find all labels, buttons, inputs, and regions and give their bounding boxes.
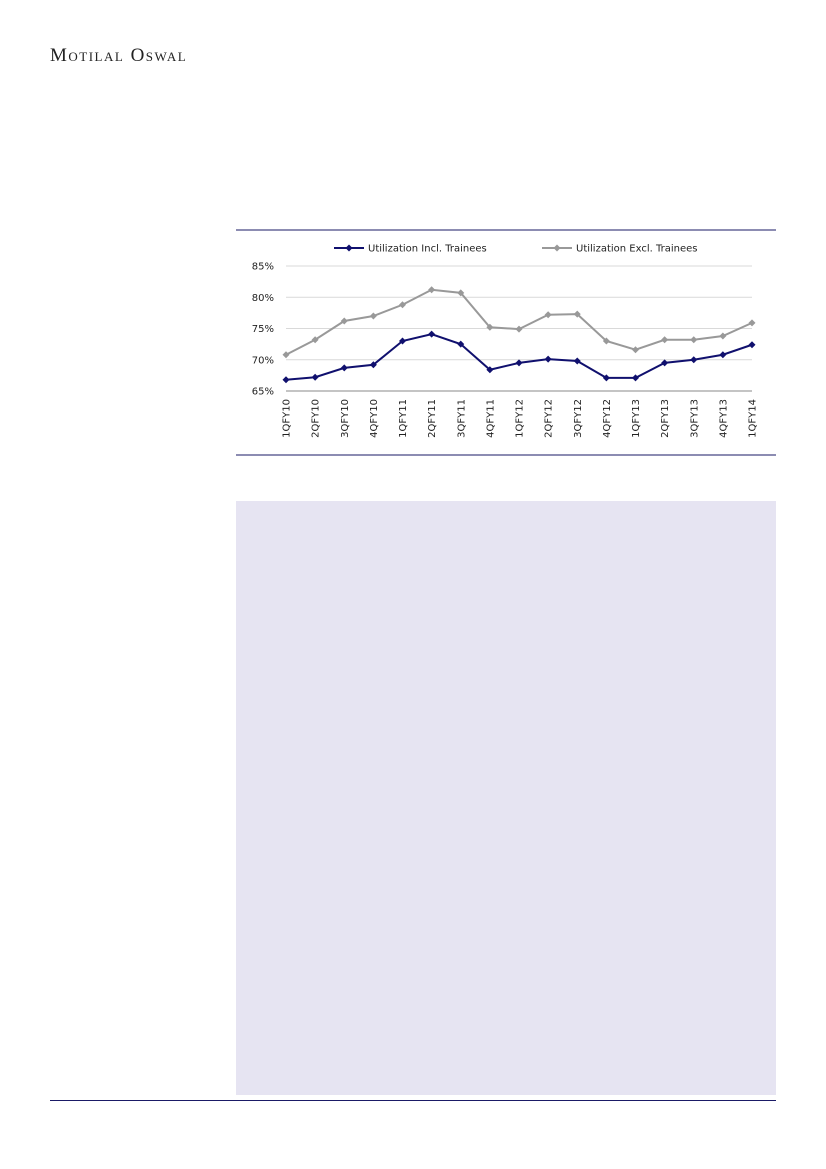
data-point: [486, 323, 494, 331]
y-tick-label: 85%: [252, 262, 274, 273]
data-point: [632, 374, 639, 382]
data-point: [573, 357, 581, 365]
y-tick-label: 70%: [252, 355, 274, 366]
legend-item: Utilization Excl. Trainees: [542, 244, 698, 255]
x-tick-label: 4QFY13: [718, 399, 729, 438]
data-point: [486, 366, 494, 374]
data-point: [282, 351, 290, 359]
data-point: [428, 330, 436, 338]
x-tick-label: 1QFY13: [631, 399, 642, 438]
data-point: [719, 332, 727, 340]
data-point: [515, 359, 523, 367]
data-point: [399, 301, 406, 309]
y-tick-label: 65%: [252, 387, 274, 398]
legend-marker: [345, 244, 353, 252]
data-point: [573, 310, 581, 318]
data-point: [661, 336, 669, 344]
x-tick-label: 2QFY10: [311, 399, 322, 438]
x-tick-label: 1QFY11: [398, 399, 409, 438]
data-point: [661, 359, 669, 367]
x-tick-label: 3QFY10: [340, 399, 351, 438]
data-point: [544, 311, 552, 319]
data-point: [311, 373, 319, 381]
data-point: [399, 337, 406, 345]
data-point: [282, 376, 290, 384]
data-point: [428, 286, 436, 294]
data-point: [515, 325, 523, 333]
x-tick-label: 1QFY12: [515, 399, 526, 438]
x-tick-label: 2QFY12: [544, 399, 555, 438]
x-tick-label: 1QFY14: [748, 399, 759, 438]
x-tick-label: 3QFY13: [689, 399, 700, 438]
x-tick-label: 3QFY11: [456, 399, 467, 438]
legend-item: Utilization Incl. Trainees: [334, 244, 487, 255]
data-point: [748, 319, 756, 327]
data-point: [340, 364, 348, 372]
x-tick-label: 4QFY12: [602, 399, 613, 438]
y-tick-label: 75%: [252, 324, 274, 335]
data-point: [369, 312, 377, 320]
data-point: [544, 355, 552, 363]
x-tick-label: 4QFY11: [485, 399, 496, 438]
data-point: [602, 374, 610, 382]
data-point: [690, 336, 698, 344]
data-point: [602, 337, 610, 345]
legend-label: Utilization Excl. Trainees: [576, 244, 698, 255]
data-point: [748, 341, 756, 349]
data-point: [690, 356, 698, 364]
series-line: [285, 288, 753, 356]
y-tick-label: 80%: [252, 293, 274, 304]
data-point: [340, 317, 348, 325]
shaded-panel: [236, 501, 776, 1095]
x-tick-label: 4QFY10: [369, 399, 380, 438]
legend-marker: [553, 244, 561, 252]
brand: Motilal Oswal: [50, 45, 188, 66]
chart: 65% 70% 75% 80% 85% 1QFY10 2QFY10 3QFY10 4QFY10 1…: [236, 229, 776, 456]
data-point: [311, 336, 319, 344]
x-tick-label: 2QFY13: [660, 399, 671, 438]
data-point: [632, 346, 639, 354]
x-tick-label: 2QFY11: [427, 399, 438, 438]
legend-label: Utilization Incl. Trainees: [368, 244, 487, 255]
footer-rule: [50, 1100, 776, 1101]
data-point: [719, 351, 727, 359]
x-tick-label: 3QFY12: [573, 399, 584, 438]
data-point: [369, 361, 377, 369]
x-tick-label: 1QFY10: [282, 399, 293, 438]
data-point: [457, 289, 465, 297]
series-line: [285, 333, 753, 381]
data-point: [457, 340, 465, 348]
